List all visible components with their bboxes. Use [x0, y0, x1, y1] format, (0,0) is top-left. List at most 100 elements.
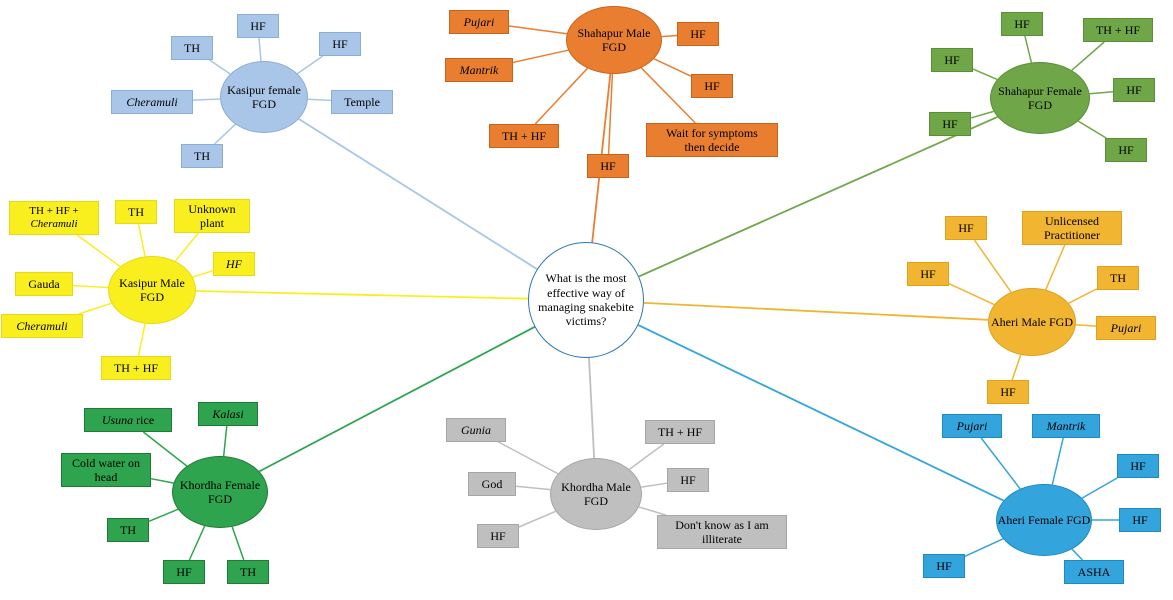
- node-label: TH: [184, 41, 200, 55]
- hub-khordha-male: Khordha Male FGD: [550, 458, 642, 530]
- node-label: TH + HF: [1096, 23, 1140, 37]
- node-label: Wait for symptoms then decide: [655, 126, 769, 155]
- leaf-shahapur-male-6: HF: [587, 154, 629, 178]
- node-label: Shahapur Female FGD: [991, 84, 1089, 113]
- node-label: Kasipur Male FGD: [109, 276, 195, 305]
- node-label: TH + HF: [502, 129, 546, 143]
- node-label: HF: [704, 79, 719, 93]
- node-label: HF: [1130, 459, 1145, 473]
- leaf-aheri-male-4: Pujari: [1096, 316, 1156, 340]
- leaf-aheri-female-3: HF: [1119, 508, 1161, 532]
- leaf-aheri-male-2: HF: [907, 262, 949, 286]
- leaf-shahapur-female-0: HF: [1001, 12, 1043, 36]
- node-label: Pujari: [1111, 321, 1142, 335]
- leaf-shahapur-female-5: HF: [1105, 138, 1147, 162]
- node-label: Gauda: [28, 277, 59, 291]
- leaf-aheri-female-2: HF: [1117, 454, 1159, 478]
- node-label: HF: [490, 529, 505, 543]
- node-label: Kalasi: [212, 407, 243, 421]
- leaf-aheri-female-5: ASHA: [1064, 560, 1124, 584]
- leaf-khordha-male-0: Gunia: [446, 418, 506, 442]
- leaf-aheri-female-0: Pujari: [942, 414, 1002, 438]
- node-label: Unknown plant: [183, 202, 241, 231]
- node-label: TH: [120, 523, 136, 537]
- node-label: Mantrik: [1047, 419, 1086, 433]
- leaf-kasipur-male-6: TH + HF: [101, 356, 171, 380]
- node-label: What is the most effective way of managi…: [529, 271, 643, 329]
- leaf-khordha-male-5: Don't know as I am illiterate: [657, 515, 787, 549]
- node-label: Cheramuli: [126, 95, 177, 109]
- leaf-shahapur-male-0: Pujari: [449, 10, 509, 34]
- hub-shahapur-male: Shahapur Male FGD: [566, 6, 662, 74]
- node-label: HF: [942, 117, 957, 131]
- leaf-khordha-male-2: God: [468, 472, 516, 496]
- node-label: TH + HF: [114, 361, 158, 375]
- leaf-khordha-male-4: HF: [477, 524, 519, 548]
- node-label: TH: [240, 565, 256, 579]
- node-label: TH: [1110, 271, 1126, 285]
- leaf-kasipur-male-0: TH + HF + Cheramuli: [9, 201, 99, 235]
- node-label: HF: [944, 53, 959, 67]
- node-label: Don't know as I am illiterate: [666, 518, 778, 547]
- node-label: HF: [226, 257, 242, 271]
- node-label: Aheri Female FGD: [998, 513, 1091, 527]
- leaf-aheri-male-3: TH: [1097, 266, 1139, 290]
- node-label: Shahapur Male FGD: [567, 26, 661, 55]
- node-label: TH + HF: [658, 425, 702, 439]
- hub-shahapur-female: Shahapur Female FGD: [990, 62, 1090, 134]
- leaf-khordha-female-2: Cold water on head: [61, 453, 151, 487]
- node-label: Pujari: [957, 419, 988, 433]
- leaf-kasipur-female-5: TH: [181, 144, 223, 168]
- node-label: Khordha Male FGD: [551, 480, 641, 509]
- node-label: HF: [1000, 385, 1015, 399]
- node-label: ASHA: [1078, 565, 1111, 579]
- leaf-khordha-female-3: TH: [107, 518, 149, 542]
- leaf-aheri-male-1: Unlicensed Practitioner: [1022, 211, 1122, 245]
- node-label: Unlicensed Practitioner: [1031, 214, 1113, 243]
- leaf-aheri-female-4: HF: [923, 554, 965, 578]
- node-label: TH + HF + Cheramuli: [18, 205, 90, 231]
- node-label: God: [482, 477, 503, 491]
- hub-khordha-female: Khordha Female FGD: [172, 456, 268, 528]
- leaf-shahapur-male-3: HF: [691, 74, 733, 98]
- leaf-shahapur-male-4: TH + HF: [489, 124, 559, 148]
- node-label: HF: [690, 27, 705, 41]
- node-label: Aheri Male FGD: [991, 315, 1073, 329]
- leaf-kasipur-male-2: Unknown plant: [174, 199, 250, 233]
- leaf-shahapur-male-2: HF: [677, 22, 719, 46]
- node-label: HF: [958, 221, 973, 235]
- leaf-kasipur-female-0: HF: [237, 14, 279, 38]
- leaf-kasipur-male-5: Cheramuli: [1, 314, 83, 338]
- center-node: What is the most effective way of managi…: [528, 242, 644, 358]
- node-label: HF: [332, 37, 347, 51]
- node-label: Cold water on head: [70, 456, 142, 485]
- hub-kasipur-male: Kasipur Male FGD: [108, 256, 196, 324]
- hub-aheri-female: Aheri Female FGD: [996, 484, 1092, 556]
- leaf-shahapur-female-2: HF: [931, 48, 973, 72]
- node-label: Mantrik: [460, 63, 499, 77]
- node-label: HF: [920, 267, 935, 281]
- node-label: HF: [176, 565, 191, 579]
- node-label: HF: [1118, 143, 1133, 157]
- leaf-shahapur-female-1: TH + HF: [1083, 18, 1153, 42]
- leaf-kasipur-female-1: TH: [171, 36, 213, 60]
- leaf-aheri-male-5: HF: [987, 380, 1029, 404]
- node-label: HF: [680, 473, 695, 487]
- node-label: Khordha Female FGD: [173, 478, 267, 507]
- node-label: Cheramuli: [16, 319, 67, 333]
- node-label: Pujari: [464, 15, 495, 29]
- node-label: TH: [128, 205, 144, 219]
- leaf-aheri-female-1: Mantrik: [1032, 414, 1100, 438]
- node-label: HF: [250, 19, 265, 33]
- leaf-shahapur-female-3: HF: [1113, 78, 1155, 102]
- leaf-kasipur-male-3: HF: [213, 252, 255, 276]
- leaf-khordha-female-4: HF: [163, 560, 205, 584]
- leaf-khordha-female-1: Kalasi: [198, 402, 258, 426]
- leaf-aheri-male-0: HF: [945, 216, 987, 240]
- leaf-shahapur-male-5: Wait for symptoms then decide: [646, 123, 778, 157]
- leaf-khordha-male-3: HF: [667, 468, 709, 492]
- leaf-shahapur-female-4: HF: [929, 112, 971, 136]
- leaf-khordha-female-5: TH: [227, 560, 269, 584]
- node-label: HF: [1126, 83, 1141, 97]
- leaf-kasipur-female-3: Cheramuli: [111, 90, 193, 114]
